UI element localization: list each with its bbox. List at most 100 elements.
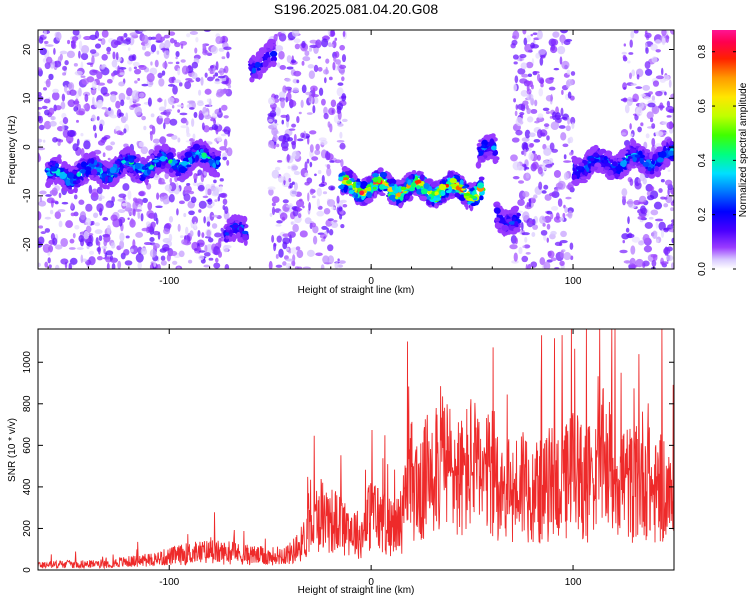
noise-blob (41, 105, 48, 110)
noise-blob (126, 96, 131, 100)
noise-blob (648, 185, 655, 192)
noise-blob (268, 260, 273, 269)
noise-blob (558, 125, 566, 129)
noise-blob (561, 60, 570, 70)
noise-blob (570, 116, 576, 125)
noise-blob (150, 44, 157, 53)
noise-blob (666, 254, 674, 262)
noise-blob (543, 234, 547, 241)
colorbar-tick-label: 0.4 (697, 153, 708, 167)
noise-blob (529, 132, 536, 138)
noise-blob (298, 111, 302, 115)
noise-blob (313, 64, 319, 73)
noise-blob (549, 142, 555, 151)
noise-blob (63, 85, 68, 93)
signal-blob (411, 181, 415, 188)
noise-blob (286, 55, 292, 63)
colorbar-label: Normalized spectral amplitude (738, 82, 749, 217)
noise-blob (297, 213, 302, 219)
noise-blob (176, 266, 181, 269)
noise-blob (172, 85, 178, 95)
noise-blob (540, 229, 548, 236)
signal-blob (66, 172, 74, 179)
signal-blob (199, 148, 204, 154)
noise-blob (149, 249, 157, 258)
signal-blob (419, 174, 425, 182)
noise-blob (130, 104, 138, 108)
noise-blob (645, 47, 649, 54)
noise-blob (149, 81, 154, 86)
colorbar-gradient (712, 30, 736, 269)
signal-blob (407, 179, 412, 186)
noise-blob (45, 194, 52, 197)
noise-blob (323, 112, 329, 120)
signal-blob (192, 162, 199, 167)
y-tick-label: 0 (22, 567, 33, 573)
noise-blob (88, 256, 96, 266)
noise-blob (287, 231, 296, 238)
signal-blob (454, 192, 461, 198)
signal-blob (438, 183, 447, 191)
noise-blob (655, 49, 661, 53)
noise-blob (312, 235, 318, 245)
noise-blob (296, 199, 305, 208)
noise-blob (271, 202, 276, 207)
noise-blob (127, 47, 131, 51)
noise-blob (156, 192, 160, 200)
noise-blob (97, 139, 106, 146)
snr-xlabel: Height of straight line (km) (298, 585, 415, 596)
noise-blob (206, 188, 212, 196)
noise-blob (194, 221, 197, 230)
noise-blob (207, 198, 213, 205)
noise-blob (52, 137, 58, 143)
signal-blob (364, 187, 372, 191)
noise-blob (323, 106, 328, 115)
noise-blob (120, 99, 125, 107)
noise-blob (533, 139, 541, 143)
noise-blob (109, 257, 119, 263)
noise-blob (670, 93, 674, 99)
noise-blob (62, 72, 67, 76)
noise-blob (163, 227, 170, 235)
noise-blob (94, 222, 100, 227)
noise-blob (528, 80, 534, 88)
signal-blob (476, 142, 482, 147)
signal-blob (90, 168, 98, 176)
noise-blob (218, 47, 225, 52)
noise-blob (526, 93, 534, 101)
noise-blob (625, 227, 630, 233)
noise-blob (55, 244, 63, 250)
signal-blob (400, 186, 407, 191)
noise-blob (155, 205, 163, 209)
noise-blob (51, 91, 60, 101)
noise-blob (163, 117, 171, 125)
noise-blob (521, 141, 529, 151)
noise-blob (565, 196, 572, 200)
signal-blob (105, 161, 114, 169)
noise-blob (97, 82, 106, 86)
noise-blob (217, 75, 226, 79)
noise-blob (544, 194, 552, 201)
noise-blob (140, 247, 148, 256)
noise-blob (285, 204, 292, 208)
noise-blob (538, 88, 544, 97)
y-tick-label: 400 (22, 478, 33, 495)
signal-blob (390, 183, 395, 187)
noise-blob (226, 51, 230, 59)
noise-blob (663, 203, 669, 208)
signal-blob (189, 157, 193, 165)
noise-blob (38, 115, 44, 124)
signal-blob (121, 160, 127, 164)
signal-blob (382, 185, 389, 190)
noise-blob (287, 165, 291, 170)
signal-blob (513, 227, 521, 233)
noise-blob (141, 34, 149, 45)
noise-blob (536, 116, 545, 123)
noise-blob (327, 218, 334, 222)
noise-blob (53, 60, 62, 68)
noise-blob (526, 88, 532, 95)
noise-blob (72, 143, 79, 152)
signal-blob (161, 160, 167, 166)
